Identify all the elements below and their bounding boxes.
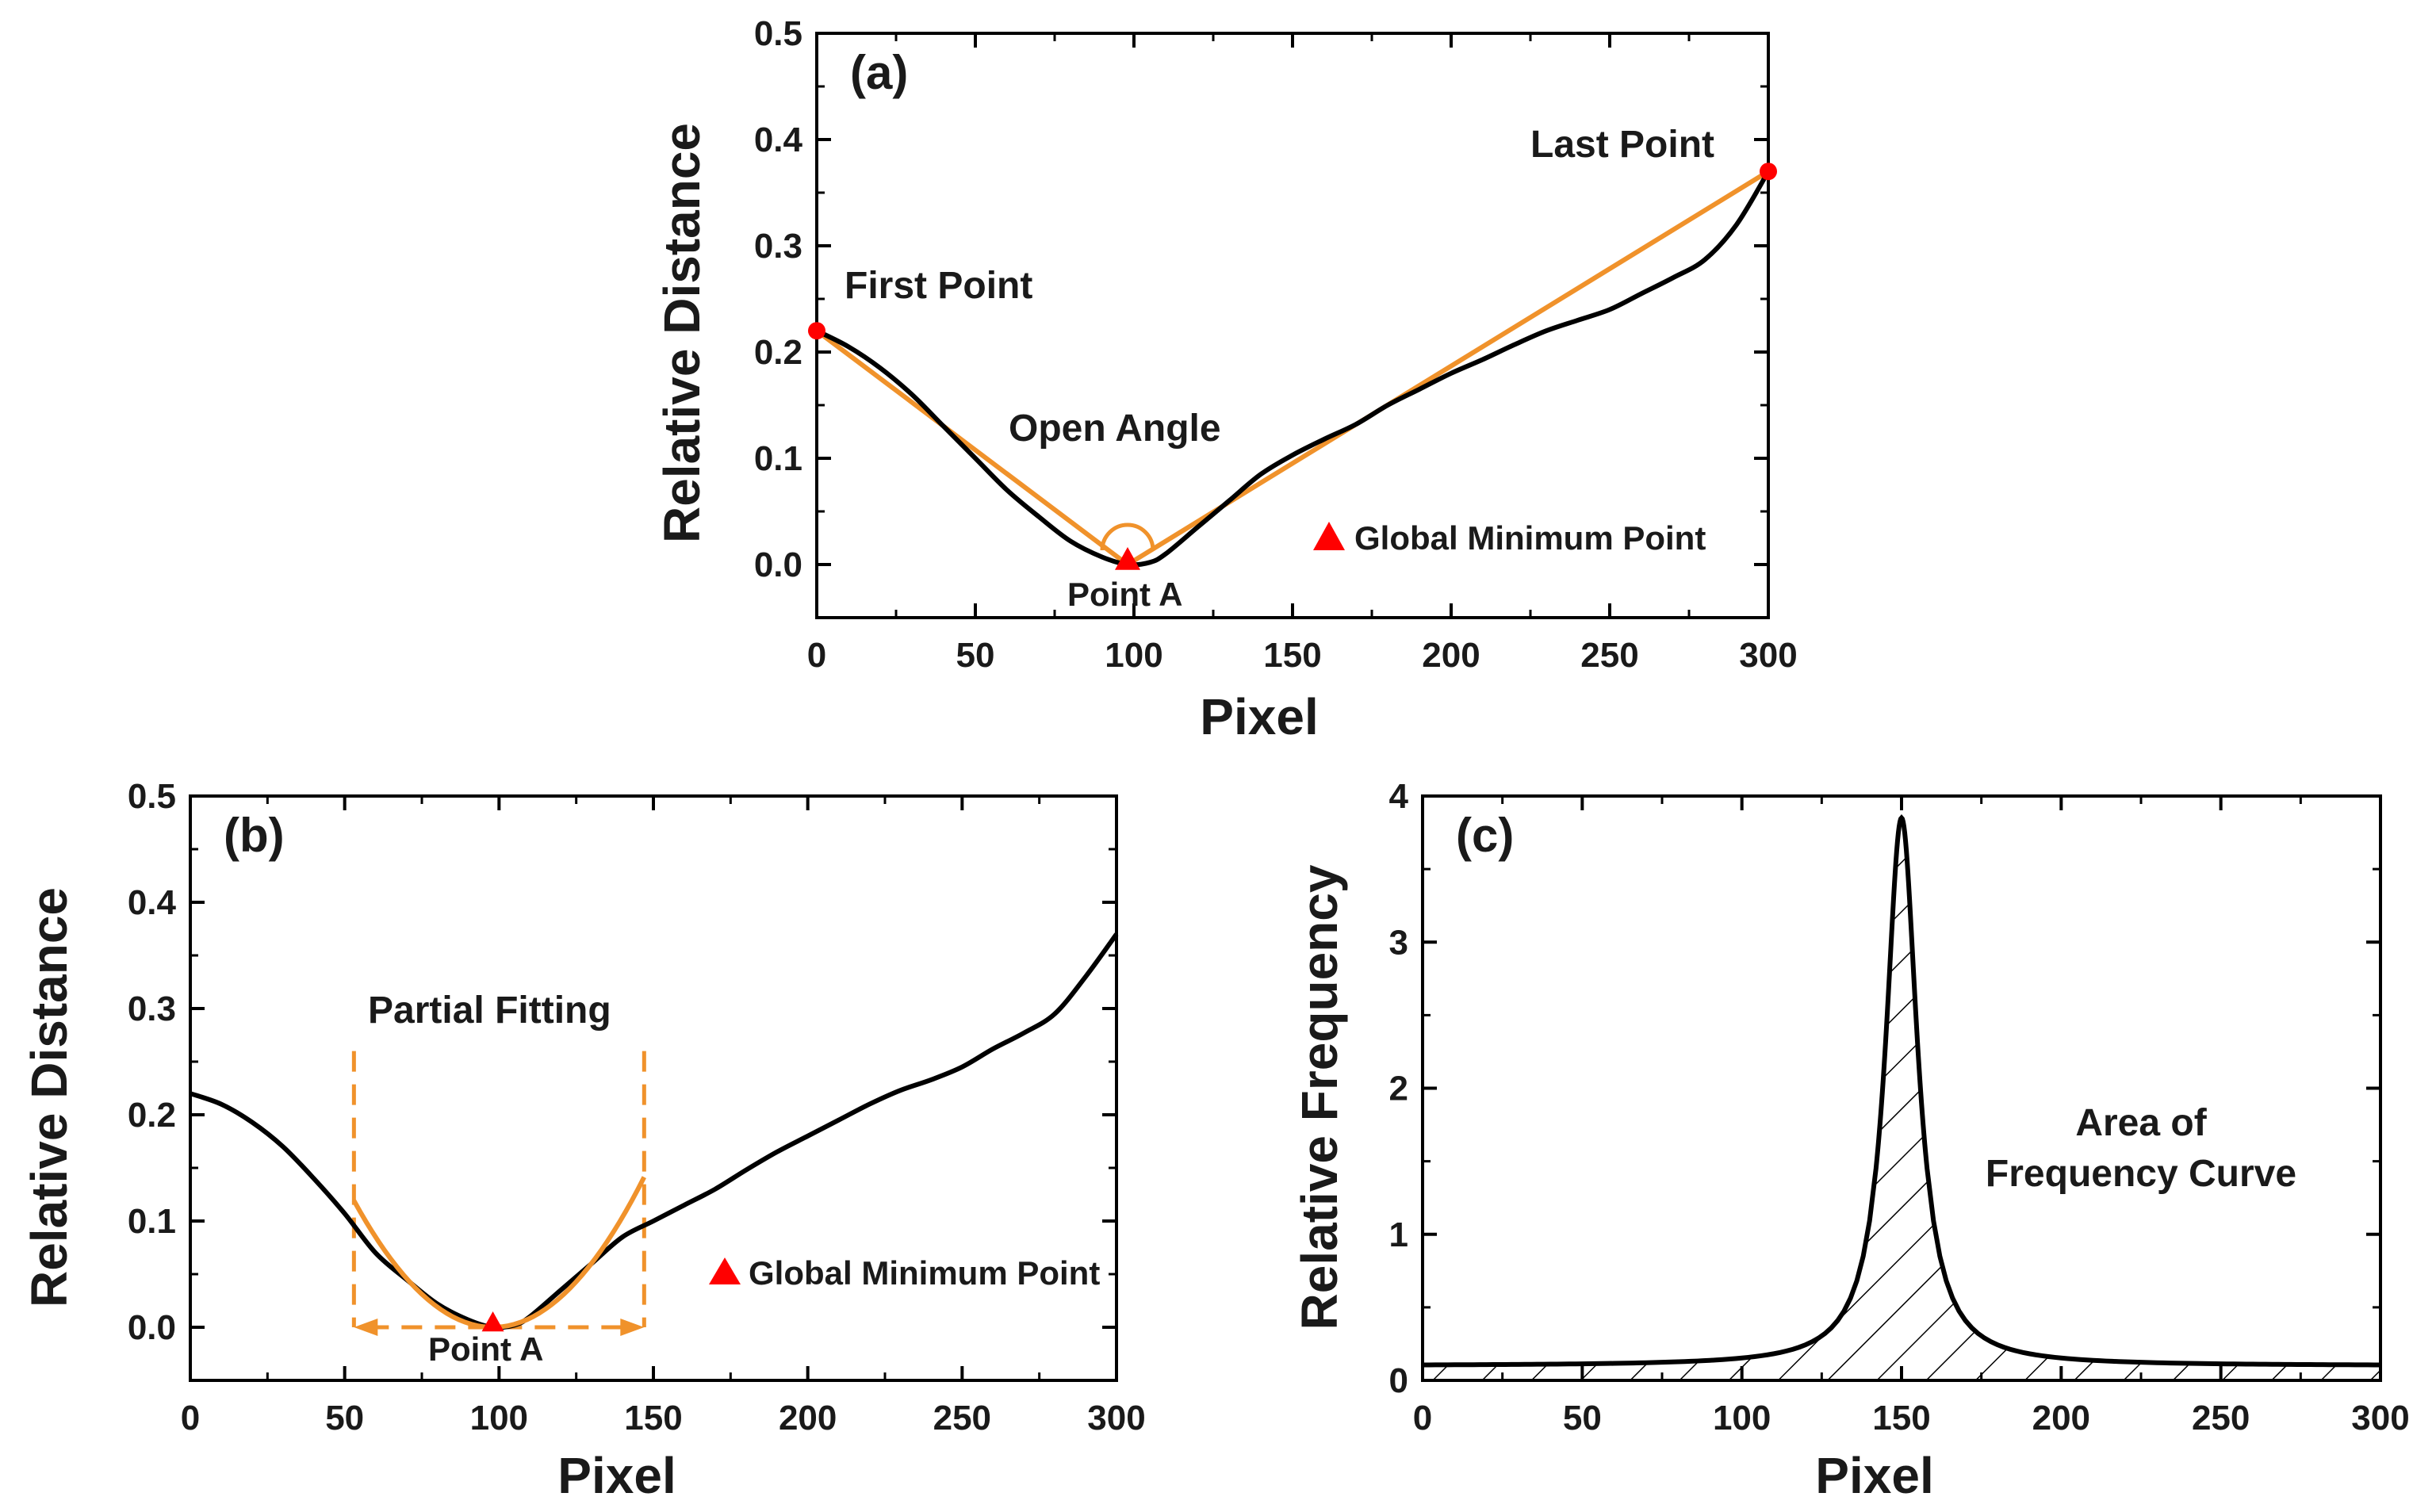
panel-b-label: (b) (224, 809, 285, 862)
x-tick-label: 250 (933, 1399, 991, 1437)
panel-a: 0 50 100 150 200 250 300 0.0 0.1 0.2 0.3 0.4 0.5 (a)… (653, 14, 1798, 745)
y-tick-label: 0.0 (754, 545, 802, 584)
panel-b-partial-fitting-label: Partial Fitting (368, 989, 611, 1032)
x-tick-label: 100 (1105, 636, 1162, 675)
panel-a-tick-labels: 0 50 100 150 200 250 300 0.0 0.1 0.2 0.3 0.4 0.5 (754, 14, 1798, 675)
x-tick-label: 50 (956, 636, 995, 675)
panel-b: 0 50 100 150 200 250 300 0.0 0.1 0.2 0.3 0.4 0.5 (b)… (21, 777, 1146, 1504)
x-tick-label: 300 (1087, 1399, 1145, 1437)
panel-b-point-a-label: Point A (428, 1330, 543, 1368)
x-tick-label: 200 (779, 1399, 837, 1437)
panel-c-area-label-line1: Area of (2075, 1102, 2207, 1144)
panel-a-distance-curve (815, 170, 1771, 568)
y-tick-label: 0.4 (128, 883, 177, 922)
panel-c-tick-labels: 0 50 100 150 200 250 300 0 1 2 3 4 (1389, 777, 2410, 1437)
y-tick-label: 0.5 (128, 777, 176, 816)
y-tick-label: 0.4 (754, 121, 803, 159)
x-tick-label: 250 (1580, 636, 1638, 675)
panel-b-legend-label: Global Minimum Point (749, 1254, 1100, 1292)
panel-a-legend-label: Global Minimum Point (1354, 519, 1706, 557)
panel-a-global-minimum-marker (1115, 547, 1140, 570)
x-tick-label: 0 (1413, 1399, 1432, 1437)
panel-a-open-angle-label: Open Angle (1009, 408, 1221, 450)
panel-b-distance-curve (190, 932, 1119, 1330)
x-tick-label: 250 (2192, 1399, 2250, 1437)
y-tick-label: 0.3 (128, 989, 176, 1028)
panel-b-ticks (189, 794, 1118, 1382)
x-tick-label: 300 (2351, 1399, 2409, 1437)
panel-c-label: (c) (1456, 809, 1514, 862)
panel-a-open-angle-arc (1100, 523, 1155, 551)
y-tick-label: 0.3 (754, 227, 802, 266)
y-tick-label: 4 (1389, 777, 1409, 816)
panel-c: 0 50 100 150 200 250 300 0 1 2 3 4 (c) Area of Freq… (1291, 777, 2410, 1504)
x-tick-label: 50 (1563, 1399, 1602, 1437)
panel-b-legend-triangle (709, 1257, 741, 1284)
panel-a-legend-triangle (1313, 522, 1345, 550)
panel-a-y-axis-title: Relative Distance (653, 123, 710, 543)
y-tick-label: 3 (1389, 923, 1408, 962)
x-tick-label: 150 (1263, 636, 1321, 675)
y-tick-label: 2 (1389, 1070, 1408, 1108)
panel-c-frequency-curve (1422, 814, 2381, 1368)
panel-a-x-axis-title: Pixel (1200, 688, 1318, 745)
x-tick-label: 150 (624, 1399, 682, 1437)
panel-a-point-a-label: Point A (1067, 576, 1182, 613)
panel-b-global-minimum-marker (481, 1311, 504, 1332)
y-tick-label: 0 (1389, 1361, 1408, 1400)
panel-c-area-label-line2: Frequency Curve (1986, 1153, 2296, 1195)
panel-b-tick-labels: 0 50 100 150 200 250 300 0.0 0.1 0.2 0.3 0.4 0.5 (128, 777, 1146, 1437)
x-tick-label: 100 (1713, 1399, 1771, 1437)
panel-b-arrow-left-head (354, 1319, 378, 1336)
panel-c-hatched-area (1423, 817, 2380, 1380)
y-tick-label: 0.1 (754, 439, 802, 478)
x-tick-label: 100 (470, 1399, 528, 1437)
x-tick-label: 200 (2032, 1399, 2090, 1437)
x-tick-label: 200 (1422, 636, 1480, 675)
panel-a-fit-line (815, 169, 1770, 568)
x-tick-label: 150 (1872, 1399, 1930, 1437)
panel-b-arrow-right-head (620, 1319, 645, 1336)
x-tick-label: 0 (181, 1399, 200, 1437)
panel-a-first-point-label: First Point (845, 265, 1032, 307)
panel-c-ticks (1421, 794, 2382, 1382)
panel-b-fit-window (351, 1051, 646, 1327)
panel-a-first-point-marker (808, 322, 825, 340)
y-tick-label: 0.1 (128, 1202, 176, 1241)
y-tick-label: 1 (1389, 1215, 1408, 1254)
y-tick-label: 0.2 (128, 1096, 176, 1135)
panel-c-x-axis-title: Pixel (1815, 1447, 1933, 1504)
panel-a-last-point-marker (1760, 163, 1777, 181)
panel-b-partial-fit-curve (351, 1176, 646, 1330)
panel-a-last-point-label: Last Point (1530, 124, 1714, 166)
x-tick-label: 50 (325, 1399, 364, 1437)
panel-a-ticks (815, 32, 1770, 619)
panel-b-y-axis-title: Relative Distance (21, 887, 78, 1307)
x-tick-label: 0 (807, 636, 826, 675)
y-tick-label: 0.0 (128, 1308, 176, 1347)
panel-c-y-axis-title: Relative Frequency (1291, 864, 1348, 1330)
panel-b-plot-frame (189, 794, 1118, 1382)
x-tick-label: 300 (1739, 636, 1797, 675)
y-tick-label: 0.2 (754, 333, 802, 372)
panel-b-x-axis-title: Pixel (557, 1447, 676, 1504)
y-tick-label: 0.5 (754, 14, 802, 53)
panel-a-label: (a) (850, 46, 908, 99)
